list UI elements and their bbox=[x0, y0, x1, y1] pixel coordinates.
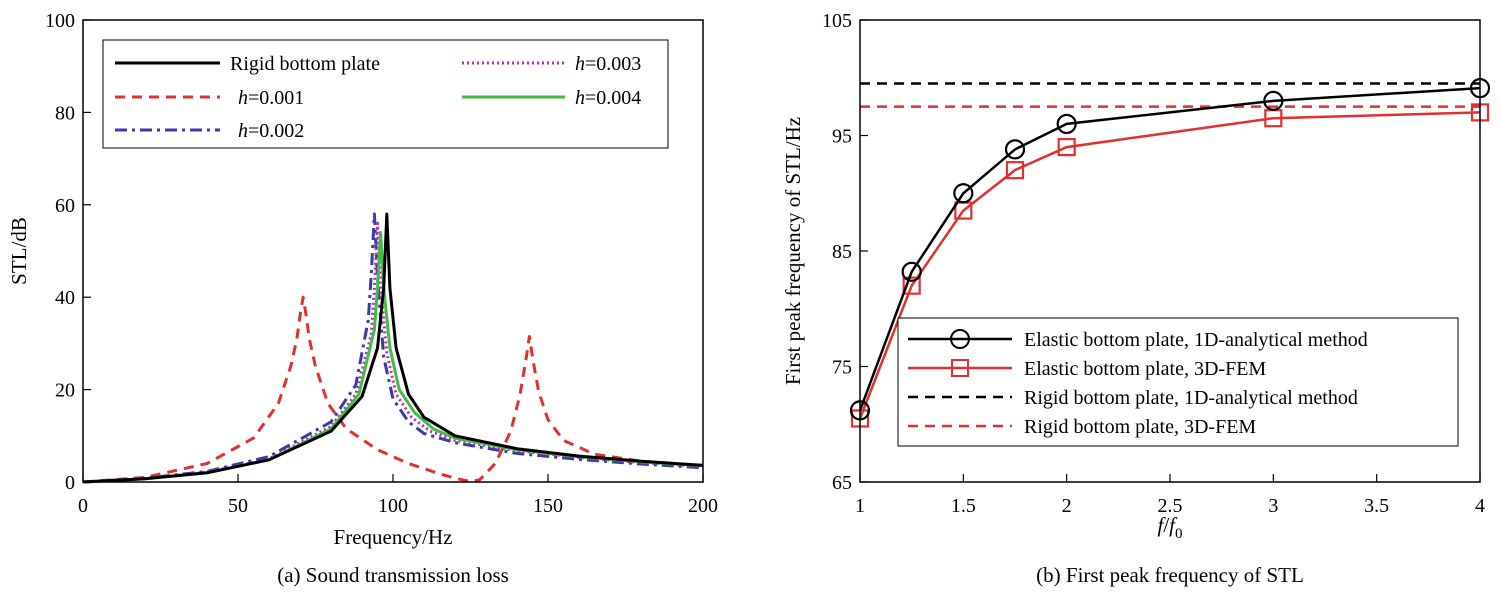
legend-marker-square bbox=[951, 359, 969, 377]
data-point-circle bbox=[901, 261, 922, 282]
panel-b-legend: Elastic bottom plate, 1D-analytical meth… bbox=[897, 317, 1459, 447]
y-tick-label: 100 bbox=[45, 10, 75, 32]
y-tick-label: 95 bbox=[832, 126, 852, 148]
y-tick-label: 20 bbox=[55, 380, 75, 402]
y-tick-label: 75 bbox=[832, 357, 852, 379]
series-line-h-0-001 bbox=[82, 295, 704, 484]
series-line-elastic-bottom-plate-1d-analytical-method bbox=[858, 86, 1481, 411]
data-point-circle bbox=[1263, 90, 1284, 111]
series-line-h-0-004 bbox=[82, 231, 704, 484]
series-line-elastic-bottom-plate-3d-fem bbox=[858, 111, 1481, 419]
data-point-square bbox=[902, 276, 921, 295]
data-point-square bbox=[1057, 137, 1076, 157]
series-line-h-0-002 bbox=[82, 212, 704, 484]
panel-a-caption: (a) Sound transmission loss bbox=[277, 563, 509, 587]
y-tick-label: 105 bbox=[822, 10, 852, 32]
legend-label-rigid-3d: Rigid bottom plate, 3D-FEM bbox=[1024, 416, 1256, 438]
series-line-rigid-bottom-plate bbox=[82, 212, 704, 484]
y-tick-label: 40 bbox=[55, 287, 75, 309]
x-tick-label: 3.5 bbox=[1364, 495, 1389, 517]
data-point-circle bbox=[1056, 113, 1077, 135]
y-tick-label: 65 bbox=[832, 472, 852, 494]
legend-marker-circle bbox=[950, 329, 970, 349]
x-tick-label: 1.5 bbox=[951, 495, 976, 517]
legend-label-elastic-3d: Elastic bottom plate, 3D-FEM bbox=[1024, 358, 1266, 380]
panel-b-x-axis-label: f/f0 bbox=[1157, 513, 1182, 542]
y-tick-label: 80 bbox=[55, 102, 75, 124]
legend-label-rigid-bottom-plate: Rigid bottom plate bbox=[230, 53, 380, 75]
data-point-circle bbox=[953, 183, 974, 204]
panel-a-legend: Rigid bottom plate h=0.001 h=0.002 h=0.0… bbox=[102, 39, 669, 149]
x-tick-label: 200 bbox=[688, 495, 718, 517]
legend-label-elastic-1d: Elastic bottom plate, 1D-analytical meth… bbox=[1024, 329, 1368, 351]
panel-a-x-axis-label: Frequency/Hz bbox=[334, 525, 453, 549]
panel-b-caption: (b) First peak frequency of STL bbox=[1036, 563, 1304, 587]
y-tick-label: 60 bbox=[55, 195, 75, 217]
x-tick-label: 100 bbox=[378, 495, 408, 517]
panel-a-chart: 0 50 100 150 200 0 20 40 60 80 100 STL/dB Frequenc… bbox=[7, 10, 718, 587]
legend-label-h-0-003: h=0.003 bbox=[575, 53, 641, 75]
legend-label-rigid-1d: Rigid bottom plate, 1D-analytical method bbox=[1024, 387, 1358, 409]
legend-label-h-0-001: h=0.001 bbox=[238, 87, 304, 109]
x-tick-label: 4 bbox=[1475, 495, 1485, 517]
panel-b-chart: 1 1.5 2 2.5 3 3.5 4 65 75 85 95 105 First peak freq… bbox=[781, 10, 1491, 587]
panel-b-y-axis-label: First peak frequency of STL/Hz bbox=[781, 117, 805, 385]
panel-a-series-group bbox=[82, 212, 704, 484]
y-tick-label: 0 bbox=[65, 472, 75, 494]
x-tick-label: 2 bbox=[1062, 495, 1072, 517]
x-tick-label: 1 bbox=[855, 495, 865, 517]
data-point-square bbox=[1005, 161, 1025, 180]
x-tick-label: 0 bbox=[78, 495, 88, 517]
legend-label-h-0-002: h=0.002 bbox=[238, 120, 304, 142]
x-tick-label: 3 bbox=[1268, 495, 1278, 517]
panel-a-y-axis-label: STL/dB bbox=[7, 217, 31, 285]
data-point-circle bbox=[1004, 139, 1026, 160]
legend-label-h-0-004: h=0.004 bbox=[575, 87, 641, 109]
x-tick-label: 50 bbox=[228, 495, 248, 517]
x-tick-label: 2.5 bbox=[1158, 495, 1183, 517]
x-tick-label: 150 bbox=[533, 495, 563, 517]
y-tick-label: 85 bbox=[832, 241, 852, 263]
series-line-h-0-003 bbox=[82, 221, 704, 484]
panel-b-series-group bbox=[849, 78, 1491, 428]
